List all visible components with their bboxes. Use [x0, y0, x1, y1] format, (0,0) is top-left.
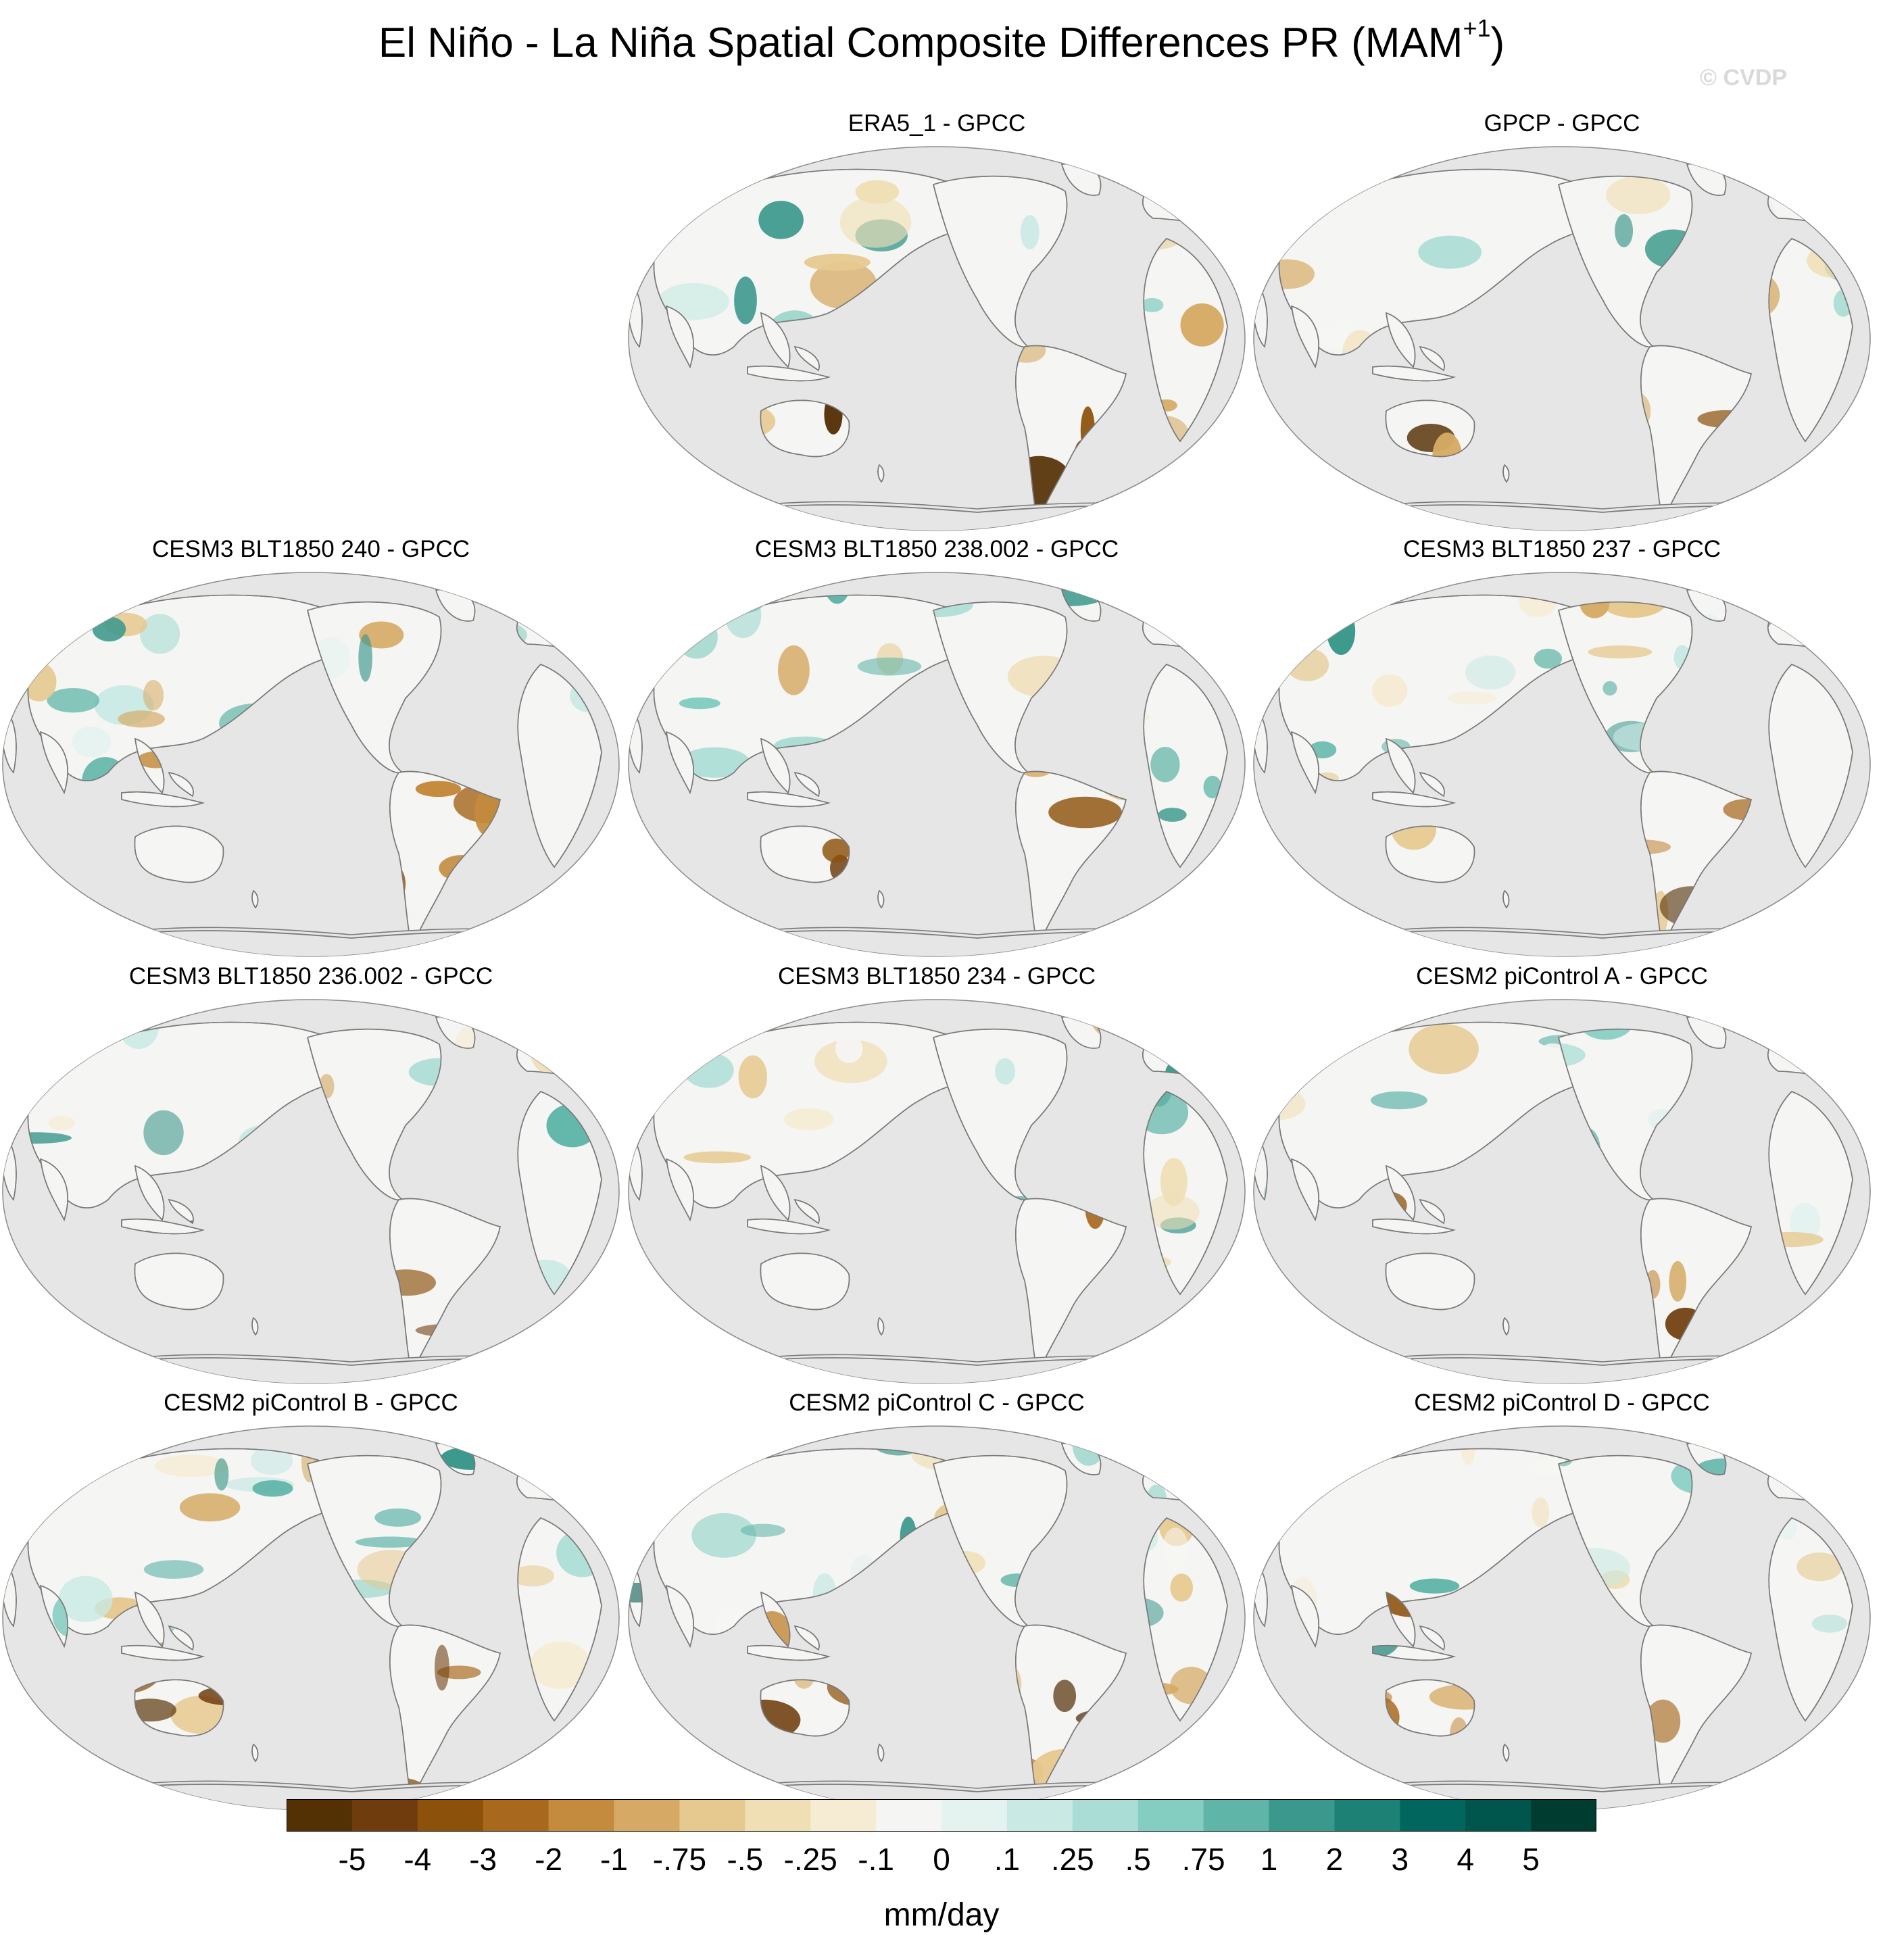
land-europeEdge: [1767, 1042, 1840, 1075]
colorbar-swatch: [1072, 1799, 1139, 1832]
colorbar-swatch: [1334, 1799, 1400, 1832]
panel-title: CESM2 piControl C - GPCC: [789, 1390, 1085, 1416]
panel-title: CESM3 BLT1850 237 - GPCC: [1402, 536, 1721, 562]
land-europeEdge: [1767, 614, 1840, 648]
colorbar-tick-label: -.5: [727, 1842, 764, 1877]
anomaly-field-indiaLeft: [629, 1559, 642, 1603]
panel-title: CESM3 BLT1850 234 - GPCC: [777, 963, 1096, 989]
anomaly-field-australia: [760, 826, 850, 883]
colorbar-tick-label: 1: [1260, 1842, 1278, 1877]
land-antarctica: [706, 1354, 1188, 1383]
colorbar-swatch: [417, 1799, 484, 1832]
panel-title: CESM3 BLT1850 240 - GPCC: [151, 536, 470, 562]
world-map: [2, 1425, 620, 1811]
colorbar-tick-label: -.25: [783, 1842, 837, 1877]
anomaly-field-africaEdge: [1144, 708, 1222, 822]
land-europeEdge: [1142, 614, 1215, 648]
colorbar-tick-label: .75: [1181, 1842, 1225, 1877]
colorbar-swatch: [1531, 1799, 1596, 1832]
world-map: [628, 572, 1246, 957]
world-map: [1253, 1425, 1871, 1811]
panel-title: CESM2 piControl A - GPCC: [1416, 963, 1708, 989]
anomaly-field-seAsia: [137, 751, 164, 768]
colorbar-tick-label: .25: [1050, 1842, 1094, 1877]
panel-title: GPCP - GPCC: [1484, 110, 1640, 137]
world-map: [1253, 999, 1871, 1384]
colorbar-tick-label: 4: [1457, 1842, 1474, 1877]
anomaly-field-greenland: [454, 1025, 475, 1048]
colorbar-tick-label: 0: [933, 1842, 950, 1877]
land-europeEdge: [1142, 189, 1215, 222]
colorbar-tick-label: -3: [469, 1842, 497, 1877]
land-antarctica: [706, 927, 1188, 956]
colorbar-swatch: [1006, 1799, 1073, 1832]
colorbar-swatch: [942, 1799, 1008, 1832]
anomaly-field-indo1: [1373, 1645, 1402, 1658]
colorbar-swatch: [745, 1799, 811, 1832]
land-antarctica: [706, 501, 1188, 531]
colorbar-tick-label: .5: [1125, 1842, 1151, 1877]
colorbar-tick-label: -2: [535, 1842, 563, 1877]
colorbar-swatch: [679, 1799, 745, 1832]
land-europeEdge: [516, 1468, 589, 1502]
colorbar-swatch: [287, 1799, 353, 1832]
colorbar-swatch: [483, 1799, 549, 1832]
colorbar-tick-label: 2: [1325, 1842, 1344, 1877]
colorbar-tick-label: -1: [600, 1842, 628, 1877]
colorbar-tick-label: -.1: [858, 1842, 894, 1877]
colorbar-units: mm/day: [883, 1897, 1000, 1933]
colorbar-tick-label: -.75: [652, 1842, 707, 1877]
panel-title: ERA5_1 - GPCC: [848, 110, 1026, 137]
colorbar-swatch: [351, 1799, 418, 1832]
land-antarctica: [80, 1354, 562, 1383]
world-map: [628, 146, 1246, 531]
land-europeEdge: [1142, 1042, 1215, 1075]
colorbar-swatch: [1465, 1799, 1532, 1832]
land-antarctica: [1331, 501, 1813, 531]
anomaly-field-africaEdge: [1769, 1518, 1847, 1669]
anomaly-field-greenland: [440, 1446, 475, 1470]
watermark: © CVDP: [1700, 65, 1787, 91]
colorbar-tick-label: 3: [1391, 1842, 1409, 1877]
world-map: [628, 1425, 1246, 1811]
colorbar-swatch: [1269, 1799, 1335, 1832]
land-europeEdge: [516, 614, 589, 648]
colorbar: [287, 1799, 1596, 1832]
land-europeEdge: [1767, 189, 1840, 222]
colorbar-tick-label: 5: [1522, 1842, 1540, 1877]
colorbar-swatch: [1203, 1799, 1269, 1832]
colorbar-labels: -5 -4 -3 -2 -1 -.75 -.5 -.25 -.1 0 .1 .25 .5 .75 1 2 3 4 5: [287, 1841, 1596, 1879]
colorbar-tick-label: -4: [404, 1842, 432, 1877]
panel-title: CESM3 BLT1850 236.002 - GPCC: [128, 963, 493, 989]
land-antarctica: [1331, 1354, 1813, 1383]
colorbar-swatch: [548, 1799, 614, 1832]
land-europeEdge: [1767, 1468, 1840, 1502]
colorbar-tick-label: .1: [994, 1842, 1021, 1877]
world-map: [2, 999, 620, 1384]
colorbar-tick-label: -5: [338, 1842, 366, 1877]
colorbar-swatch: [810, 1799, 877, 1832]
world-map: [2, 572, 620, 957]
world-map: [628, 999, 1246, 1384]
world-map: [1253, 146, 1871, 531]
colorbar-swatch: [1400, 1799, 1466, 1832]
main-title: El Niño - La Niña Spatial Composite Diff…: [378, 14, 1505, 66]
panel-title: CESM3 BLT1850 238.002 - GPCC: [754, 536, 1119, 562]
land-antarctica: [1331, 927, 1813, 956]
anomaly-field-australia: [1391, 826, 1437, 850]
anomaly-field-australia: [1407, 424, 1463, 457]
panel-title: CESM2 piControl B - GPCC: [164, 1390, 458, 1416]
land-europeEdge: [516, 1042, 589, 1075]
colorbar-swatch: [1138, 1799, 1204, 1832]
world-map: [1253, 572, 1871, 957]
colorbar-swatch: [876, 1799, 942, 1832]
colorbar-swatch: [614, 1799, 680, 1832]
land-antarctica: [80, 927, 562, 956]
panel-title: CESM2 piControl D - GPCC: [1414, 1390, 1710, 1416]
